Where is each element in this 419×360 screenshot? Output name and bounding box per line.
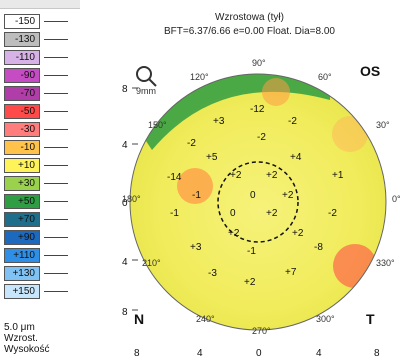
x-tick-5: 8: [374, 348, 380, 359]
scale-cell: +90: [4, 230, 40, 245]
x-tick-4: 4: [316, 348, 322, 359]
scale-cell: -130: [4, 32, 40, 47]
angle-label-60: 60°: [318, 72, 332, 82]
map-value: -14: [167, 172, 182, 183]
scale-tick: [44, 111, 68, 112]
scale-tick: [44, 129, 68, 130]
scale-cell: -50: [4, 104, 40, 119]
map-value: +2: [244, 277, 256, 288]
map-value: +2: [266, 208, 278, 219]
map-value: -1: [247, 246, 256, 257]
nasal-label: N: [134, 311, 144, 327]
angle-label-300: 300°: [316, 314, 335, 324]
angle-label-180: 180°: [122, 194, 141, 204]
scale-footer: 5.0 μm Wzrost. Wysokość: [4, 322, 74, 355]
scale-tick: [44, 147, 68, 148]
map-value: +3: [213, 116, 225, 127]
scale-cell: -30: [4, 122, 40, 137]
scale-cell: -110: [4, 50, 40, 65]
circle-outline: [129, 73, 387, 331]
scale-cell: +30: [4, 176, 40, 191]
map-value: -2: [288, 116, 297, 127]
scale-tick: [44, 21, 68, 22]
angle-label-330: 330°: [376, 258, 395, 268]
scale-tick: [44, 291, 68, 292]
scale-cell: -10: [4, 140, 40, 155]
plot-panel: Wzrostowa (tył) BFT=6.37/6.66 e=0.00 Flo…: [80, 0, 419, 360]
map-value: +3: [190, 242, 202, 253]
plot-subtitle: BFT=6.37/6.66 e=0.00 Float. Dia=8.00: [164, 26, 335, 37]
map-value: +5: [206, 152, 218, 163]
os-label: OS: [360, 63, 380, 79]
scale-tick: [44, 93, 68, 94]
scale-tick: [44, 75, 68, 76]
scale-tick: [44, 39, 68, 40]
scale-cell: -150: [4, 14, 40, 29]
map-value: 0: [250, 190, 256, 201]
angle-label-30: 30°: [376, 120, 390, 130]
map-value: -2: [328, 208, 337, 219]
magnifier-label: 9mm: [136, 86, 156, 96]
y-tick-1: 8: [122, 84, 128, 95]
color-scale: -150 -130 -110 -90 -70 -50 -30 -10 +10 +30 +50 +70 +…: [4, 14, 72, 355]
angle-label-150: 150°: [148, 120, 167, 130]
map-value: 0: [230, 208, 236, 219]
scale-footer-line-1: 5.0 μm: [4, 322, 35, 333]
map-value: -8: [314, 242, 323, 253]
map-value: -12: [250, 104, 265, 115]
plot-title: Wzrostowa (tył): [215, 12, 284, 23]
scale-tick: [44, 183, 68, 184]
scale-tick: [44, 273, 68, 274]
map-value: +2: [266, 170, 278, 181]
scale-footer-line-3: Wysokość: [4, 344, 50, 355]
map-value: -1: [170, 208, 179, 219]
scale-tick: [44, 255, 68, 256]
angle-label-120: 120°: [190, 72, 209, 82]
scale-cell: -70: [4, 86, 40, 101]
map-value: +2: [230, 170, 242, 181]
angle-label-90: 90°: [252, 58, 266, 68]
x-tick-3: 0: [256, 348, 262, 359]
x-tick-2: 4: [197, 348, 203, 359]
magnifier-icon[interactable]: [136, 66, 157, 87]
scale-tick: [44, 219, 68, 220]
scale-cell: +130: [4, 266, 40, 281]
x-tick-1: 8: [134, 348, 140, 359]
scale-cell: -90: [4, 68, 40, 83]
map-value: -1: [192, 190, 201, 201]
map-value: +2: [228, 228, 240, 239]
scale-cell: +10: [4, 158, 40, 173]
scale-footer-line-2: Wzrost.: [4, 333, 38, 344]
angle-label-270: 270°: [252, 326, 271, 336]
scale-tick: [44, 237, 68, 238]
scale-cell: +70: [4, 212, 40, 227]
scale-cell: +110: [4, 248, 40, 263]
scale-tick: [44, 57, 68, 58]
y-tick-2: 4: [122, 140, 128, 151]
angle-label-0: 0°: [392, 194, 401, 204]
topography-plot: 8 4 0 4 8 8 4 0 4 8 9mm OS: [122, 58, 401, 359]
map-value: +2: [292, 228, 304, 239]
scale-cell: +150: [4, 284, 40, 299]
scale-tick: [44, 201, 68, 202]
map-value: -3: [208, 268, 217, 279]
map-value: +2: [282, 190, 294, 201]
center-dashed-circle: [217, 161, 299, 243]
map-value: -2: [187, 138, 196, 149]
scale-cell: +50: [4, 194, 40, 209]
map-value: -2: [257, 132, 266, 143]
temporal-label: T: [366, 311, 375, 327]
y-tick-4: 4: [122, 257, 128, 268]
scale-tick: [44, 165, 68, 166]
angle-label-210: 210°: [142, 258, 161, 268]
y-tick-3: 0: [122, 198, 128, 209]
map-value: +4: [290, 152, 302, 163]
y-tick-5: 8: [122, 307, 128, 318]
map-value: +1: [332, 170, 344, 181]
angle-label-240: 240°: [196, 314, 215, 324]
map-value: +7: [285, 267, 297, 278]
